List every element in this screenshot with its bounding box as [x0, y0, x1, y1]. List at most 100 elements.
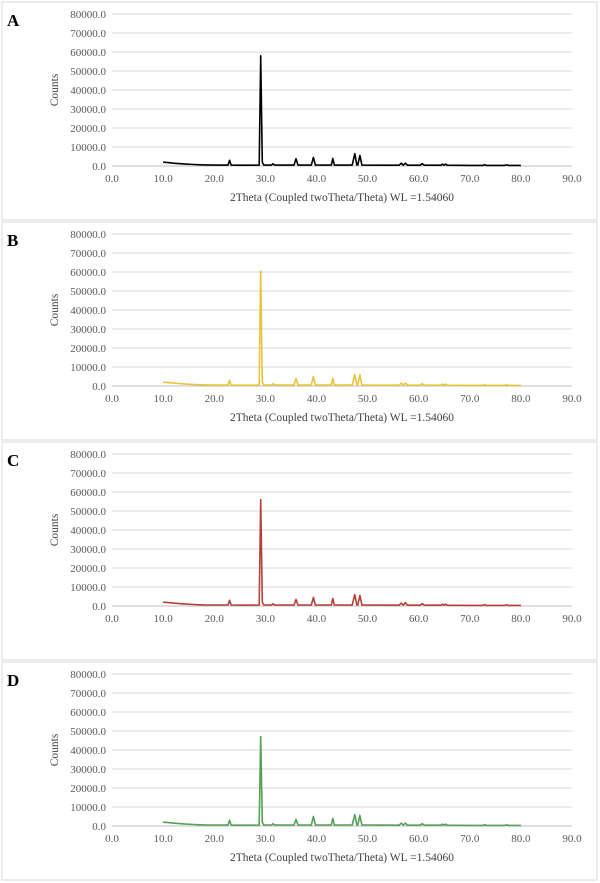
x-tick-label: 60.0 — [409, 833, 429, 845]
x-tick-label: 0.0 — [105, 833, 119, 845]
x-tick-label: 30.0 — [256, 613, 276, 625]
y-tick-label: 30000.0 — [70, 764, 106, 776]
x-tick-label: 10.0 — [153, 173, 173, 185]
x-tick-label: 90.0 — [562, 613, 582, 625]
x-tick-label: 0.0 — [105, 613, 119, 625]
x-tick-label: 60.0 — [409, 173, 429, 185]
y-tick-label: 40000.0 — [70, 85, 106, 97]
x-axis-title: 2Theta (Coupled twoTheta/Theta) WL =1.54… — [230, 852, 454, 864]
y-tick-label: 40000.0 — [70, 525, 106, 537]
x-tick-label: 80.0 — [511, 833, 531, 845]
y-tick-label: 0.0 — [92, 821, 106, 833]
y-tick-label: 80000.0 — [70, 669, 106, 681]
x-tick-label: 90.0 — [562, 173, 582, 185]
y-tick-label: 20000.0 — [70, 783, 106, 795]
panel-label: A — [7, 11, 20, 30]
chart-panel-B: B 0.0 10000.0 20000.0 30000.0 40000.0 50000.0 6… — [1, 221, 598, 441]
chart-panel-D: D 0.0 10000.0 20000.0 30000.0 40000.0 50000.0 6… — [1, 661, 598, 881]
y-tick-label: 80000.0 — [70, 9, 106, 21]
y-tick-label: 10000.0 — [70, 802, 106, 814]
y-tick-label: 10000.0 — [70, 142, 106, 154]
x-tick-label: 10.0 — [153, 833, 173, 845]
x-tick-label: 40.0 — [307, 833, 327, 845]
x-tick-label: 70.0 — [460, 613, 480, 625]
series-line — [163, 735, 521, 827]
y-tick-label: 0.0 — [92, 161, 106, 173]
y-tick-label: 60000.0 — [70, 47, 106, 59]
x-tick-label: 10.0 — [153, 393, 173, 405]
series-line — [163, 270, 521, 387]
x-tick-label: 0.0 — [105, 173, 119, 185]
x-tick-label: 40.0 — [307, 393, 327, 405]
y-tick-label: 20000.0 — [70, 123, 106, 135]
x-tick-label: 20.0 — [205, 613, 225, 625]
panel-border — [1, 441, 598, 661]
y-axis-title: Counts — [49, 733, 61, 766]
x-tick-label: 20.0 — [205, 173, 225, 185]
x-tick-label: 40.0 — [307, 173, 327, 185]
x-tick-label: 30.0 — [256, 393, 276, 405]
y-tick-label: 30000.0 — [70, 324, 106, 336]
x-tick-label: 50.0 — [358, 833, 378, 845]
y-tick-label: 60000.0 — [70, 267, 106, 279]
x-tick-label: 70.0 — [460, 173, 480, 185]
x-tick-label: 20.0 — [205, 393, 225, 405]
x-tick-label: 40.0 — [307, 613, 327, 625]
y-tick-label: 10000.0 — [70, 582, 106, 594]
y-tick-label: 0.0 — [92, 601, 106, 613]
panel-label: C — [7, 451, 19, 470]
y-tick-label: 80000.0 — [70, 449, 106, 461]
x-tick-label: 60.0 — [409, 393, 429, 405]
y-tick-label: 30000.0 — [70, 104, 106, 116]
chart-panel-C: C 0.0 10000.0 20000.0 30000.0 40000.0 50000.0 6… — [1, 441, 598, 661]
y-tick-label: 50000.0 — [70, 506, 106, 518]
y-tick-label: 70000.0 — [70, 28, 106, 40]
y-tick-label: 70000.0 — [70, 468, 106, 480]
x-tick-label: 70.0 — [460, 393, 480, 405]
x-tick-label: 70.0 — [460, 833, 480, 845]
x-tick-label: 50.0 — [358, 173, 378, 185]
series-line — [163, 54, 521, 167]
y-tick-label: 40000.0 — [70, 745, 106, 757]
y-tick-label: 50000.0 — [70, 286, 106, 298]
x-tick-label: 60.0 — [409, 613, 429, 625]
y-axis-title: Counts — [49, 293, 61, 326]
y-axis-title: Counts — [49, 513, 61, 546]
x-axis-title: 2Theta (Coupled twoTheta/Theta) WL =1.54… — [230, 192, 454, 204]
x-tick-label: 80.0 — [511, 393, 531, 405]
y-tick-label: 10000.0 — [70, 362, 106, 374]
x-tick-label: 90.0 — [562, 393, 582, 405]
x-tick-label: 20.0 — [205, 833, 225, 845]
x-tick-label: 90.0 — [562, 833, 582, 845]
y-tick-label: 20000.0 — [70, 563, 106, 575]
panel-border — [1, 661, 598, 881]
y-tick-label: 70000.0 — [70, 248, 106, 260]
x-tick-label: 50.0 — [358, 393, 378, 405]
y-tick-label: 50000.0 — [70, 66, 106, 78]
chart-panel-A: A 0.0 10000.0 20000.0 30000.0 40000.0 50000.0 6… — [1, 1, 598, 221]
y-tick-label: 70000.0 — [70, 688, 106, 700]
x-tick-label: 30.0 — [256, 833, 276, 845]
y-tick-label: 80000.0 — [70, 229, 106, 241]
x-tick-label: 10.0 — [153, 613, 173, 625]
x-tick-label: 0.0 — [105, 393, 119, 405]
y-axis-title: Counts — [49, 73, 61, 106]
panel-border — [1, 221, 598, 441]
series-line — [163, 498, 521, 607]
y-tick-label: 40000.0 — [70, 305, 106, 317]
x-tick-label: 50.0 — [358, 613, 378, 625]
x-tick-label: 80.0 — [511, 613, 531, 625]
x-tick-label: 30.0 — [256, 173, 276, 185]
panel-border — [1, 1, 598, 221]
y-tick-label: 60000.0 — [70, 707, 106, 719]
panel-label: D — [7, 671, 19, 690]
x-tick-label: 80.0 — [511, 173, 531, 185]
y-tick-label: 20000.0 — [70, 343, 106, 355]
x-axis-title: 2Theta (Coupled twoTheta/Theta) WL =1.54… — [230, 412, 454, 424]
y-tick-label: 60000.0 — [70, 487, 106, 499]
y-tick-label: 30000.0 — [70, 544, 106, 556]
y-tick-label: 0.0 — [92, 381, 106, 393]
panel-label: B — [7, 231, 18, 250]
y-tick-label: 50000.0 — [70, 726, 106, 738]
